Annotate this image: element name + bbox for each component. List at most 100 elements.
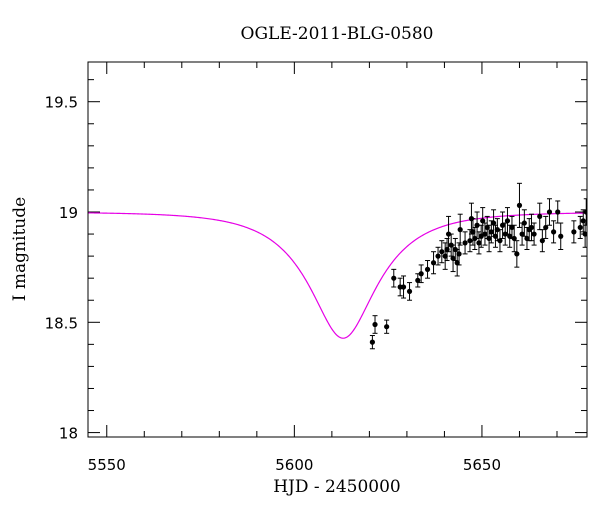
point-marker	[516, 202, 523, 208]
point-marker	[490, 220, 497, 226]
point-marker	[577, 224, 583, 231]
point-marker	[442, 253, 448, 259]
data-point	[514, 240, 520, 268]
data-point	[507, 224, 513, 248]
point-marker	[439, 249, 445, 255]
model-curve-layer	[88, 212, 587, 339]
point-marker	[543, 224, 549, 231]
point-marker	[521, 220, 527, 226]
point-marker	[369, 339, 375, 345]
point-marker	[415, 277, 421, 283]
y-tick-label: 18	[59, 425, 78, 443]
data-point	[369, 335, 375, 350]
data-point	[424, 260, 431, 279]
data-point	[462, 231, 468, 255]
data-point	[372, 315, 378, 334]
data-point	[531, 222, 537, 246]
point-marker	[499, 222, 506, 228]
data-point	[551, 220, 557, 244]
point-marker	[457, 227, 463, 233]
point-marker	[507, 233, 513, 239]
data-point	[509, 215, 515, 239]
point-marker	[482, 231, 488, 237]
data-point	[457, 213, 463, 246]
point-marker	[558, 233, 564, 239]
point-marker	[504, 218, 511, 224]
data-point	[490, 209, 497, 237]
point-marker	[470, 229, 476, 235]
data-point	[439, 240, 445, 264]
point-marker	[372, 321, 378, 328]
point-marker	[391, 275, 397, 281]
point-marker	[497, 238, 503, 244]
point-marker	[546, 209, 553, 215]
point-marker	[467, 238, 473, 244]
data-point	[583, 198, 587, 226]
tick-labels: 5550 5600 5650 18 18.5 19 19.5	[45, 94, 501, 474]
data-point	[577, 215, 583, 239]
data-point	[384, 319, 390, 334]
point-marker	[555, 209, 561, 215]
y-tick-label: 18.5	[45, 314, 78, 332]
y-tick-label: 19	[59, 204, 78, 222]
point-marker	[424, 266, 431, 272]
point-marker	[514, 251, 520, 257]
point-marker	[511, 235, 517, 242]
point-marker	[474, 222, 480, 228]
model-curve	[88, 212, 587, 339]
data-point	[486, 224, 492, 253]
data-point	[484, 215, 490, 239]
point-marker	[519, 231, 525, 237]
data-point	[435, 246, 441, 266]
point-marker	[484, 224, 490, 231]
data-point	[524, 226, 530, 250]
axis-ticks	[88, 62, 587, 437]
point-marker	[384, 324, 390, 330]
x-tick-label: 5600	[275, 456, 313, 474]
data-point	[519, 222, 525, 246]
data-point	[546, 198, 553, 226]
data-point	[516, 182, 523, 228]
point-marker	[406, 288, 413, 295]
point-marker	[435, 253, 441, 259]
point-marker	[445, 231, 452, 237]
data-points-layer	[369, 182, 587, 350]
point-marker	[492, 233, 499, 239]
point-marker	[583, 209, 587, 215]
data-point	[450, 244, 456, 273]
point-marker	[524, 235, 530, 242]
point-marker	[539, 238, 545, 244]
data-point	[494, 218, 500, 242]
data-point	[478, 224, 484, 248]
data-point	[499, 211, 506, 239]
point-marker	[509, 224, 515, 231]
data-point	[391, 268, 397, 288]
point-marker	[551, 229, 557, 235]
y-axis-label: I magnitude	[10, 197, 30, 301]
data-point	[400, 275, 407, 299]
point-marker	[494, 227, 500, 233]
data-point	[456, 242, 462, 266]
data-point	[470, 218, 476, 246]
data-point	[528, 213, 535, 242]
point-marker	[456, 251, 462, 257]
data-point	[558, 222, 564, 250]
point-marker	[531, 231, 537, 237]
x-tick-label: 5650	[463, 456, 501, 474]
point-marker	[488, 229, 494, 235]
y-tick-label: 19.5	[45, 94, 78, 112]
point-marker	[400, 284, 407, 290]
data-point	[543, 215, 549, 239]
data-point	[430, 251, 437, 275]
chart-title: OGLE-2011-BLG-0580	[241, 24, 434, 44]
point-marker	[476, 240, 482, 246]
plot-frame	[87, 61, 588, 438]
point-marker	[418, 271, 424, 277]
point-marker	[537, 213, 543, 220]
point-marker	[430, 260, 437, 266]
point-marker	[480, 218, 486, 224]
data-point	[418, 264, 424, 284]
data-point	[497, 229, 503, 253]
data-point	[539, 229, 545, 253]
